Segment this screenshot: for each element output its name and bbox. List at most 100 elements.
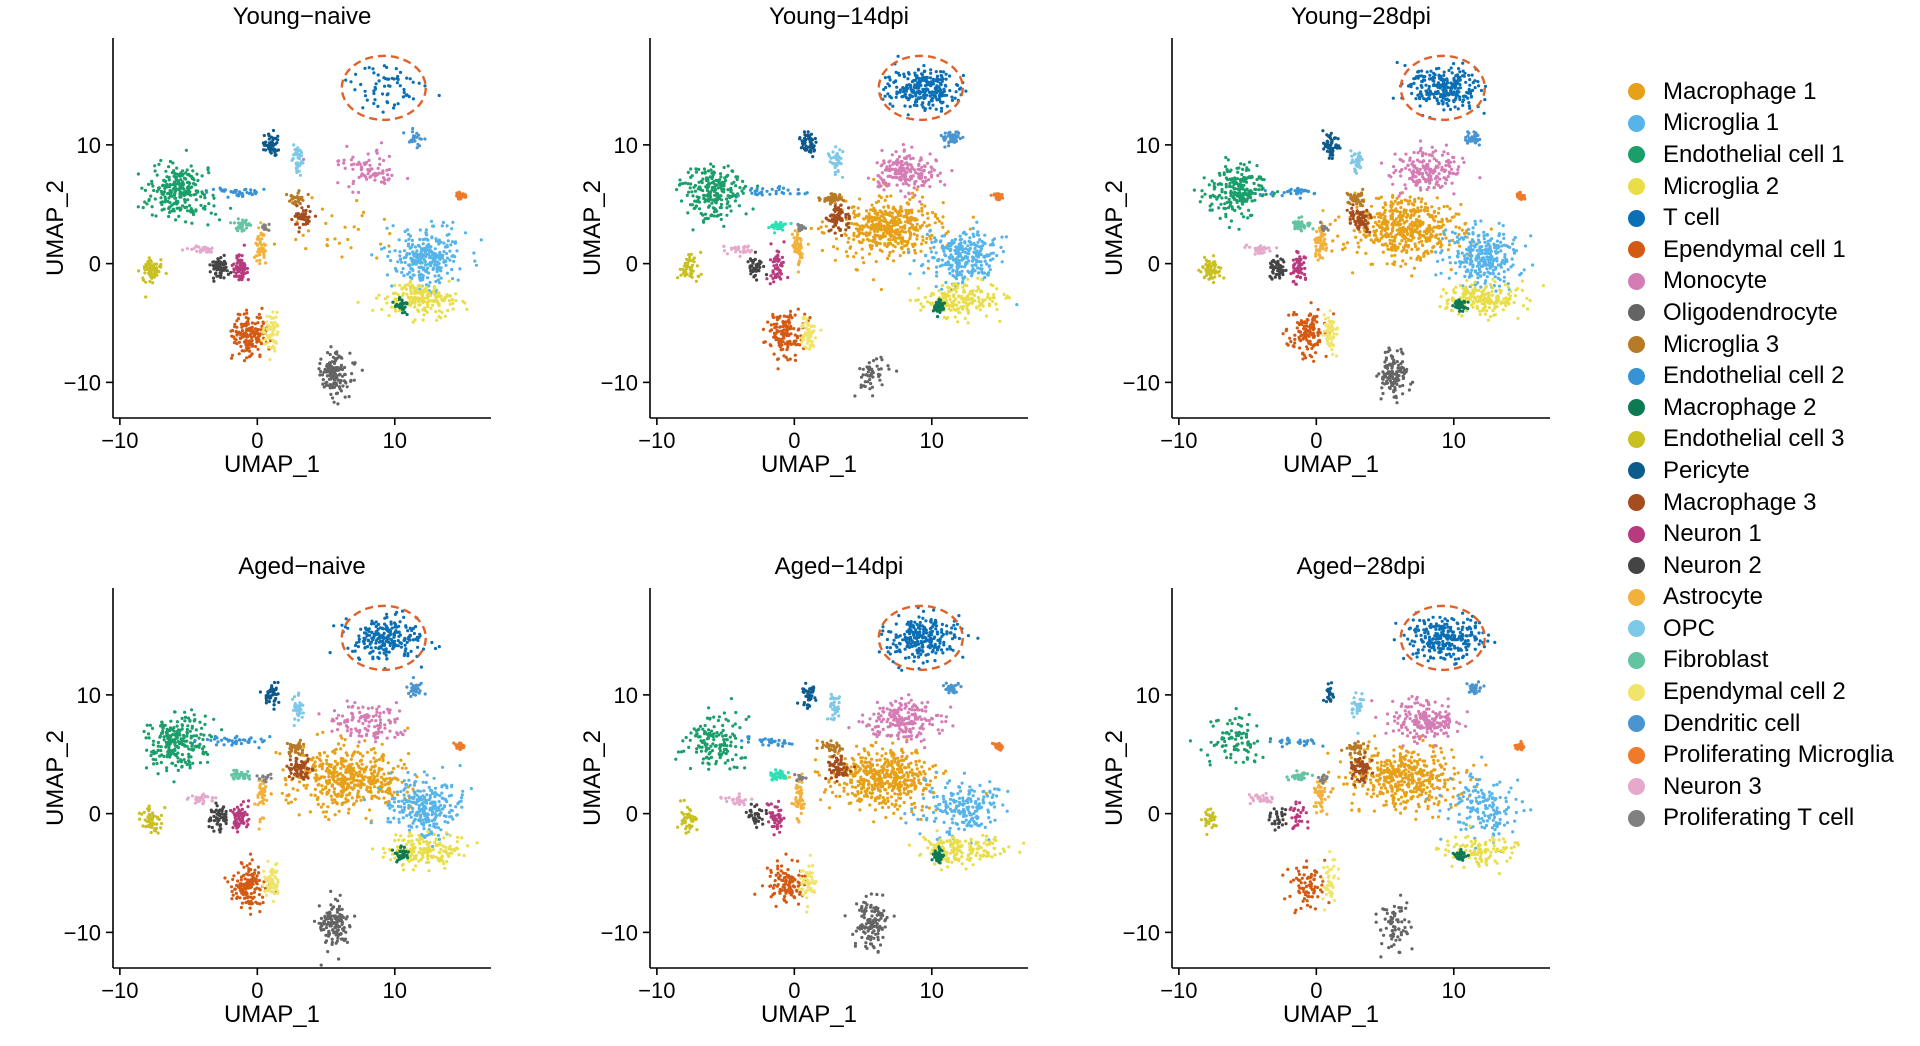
cluster-points <box>260 310 280 362</box>
cell-point <box>847 206 851 210</box>
cell-point <box>425 233 429 237</box>
cell-point <box>702 220 706 224</box>
cell-point <box>297 162 301 166</box>
cell-point <box>919 249 923 253</box>
cell-point <box>419 284 423 288</box>
cell-point <box>440 310 444 314</box>
cell-point <box>396 260 400 264</box>
cell-point <box>853 394 857 398</box>
cell-point <box>182 176 187 180</box>
cell-point <box>699 250 703 254</box>
cell-point <box>390 305 394 309</box>
cell-point <box>240 223 244 227</box>
cell-point <box>243 188 247 192</box>
cell-point <box>950 239 954 243</box>
cell-point <box>387 244 391 248</box>
cell-point <box>960 244 964 248</box>
cell-point <box>418 228 422 232</box>
cell-point <box>792 327 796 331</box>
cell-point <box>929 237 933 241</box>
cell-point <box>343 395 347 399</box>
cell-point <box>144 280 148 284</box>
cell-point <box>273 349 277 353</box>
y-tick-label: 0 <box>626 252 638 277</box>
cell-point <box>1417 240 1421 244</box>
cell-point <box>834 194 838 198</box>
cell-point <box>844 228 848 232</box>
cell-point <box>951 269 955 273</box>
cell-point <box>463 301 467 305</box>
cell-point <box>1442 205 1446 209</box>
cell-point <box>433 260 437 264</box>
cell-point <box>263 342 267 346</box>
cell-point <box>806 341 810 345</box>
cell-point <box>948 286 952 290</box>
cell-point <box>889 194 893 198</box>
cell-point <box>386 178 390 182</box>
cell-point <box>902 214 906 218</box>
cell-point <box>376 166 380 170</box>
cell-point <box>219 260 223 264</box>
cell-point <box>261 320 265 324</box>
cell-points <box>675 54 1019 398</box>
cell-point <box>372 101 376 106</box>
cell-point <box>1435 196 1439 200</box>
cell-point <box>313 214 318 218</box>
cell-point <box>397 304 401 309</box>
cell-point <box>941 225 945 229</box>
cell-point <box>713 182 717 186</box>
cell-point <box>771 276 775 280</box>
cell-point <box>975 232 979 237</box>
cell-point <box>827 218 831 222</box>
cell-point <box>923 295 927 299</box>
cell-point <box>711 198 715 202</box>
cell-point <box>1381 222 1385 226</box>
cell-point <box>1430 215 1434 219</box>
cell-point <box>414 262 418 266</box>
cell-point <box>891 259 896 263</box>
cell-point <box>758 259 762 263</box>
cell-point <box>343 365 347 370</box>
cell-point <box>327 366 332 370</box>
cell-point <box>960 269 964 273</box>
cell-point <box>340 255 344 259</box>
cell-point <box>272 242 277 246</box>
cell-point <box>216 257 220 261</box>
cell-point <box>861 238 865 242</box>
cell-point <box>844 233 848 237</box>
cell-point <box>899 159 903 163</box>
cell-point <box>409 279 413 283</box>
cell-point <box>980 278 984 282</box>
cell-point <box>965 284 969 288</box>
cell-point <box>699 272 703 276</box>
cell-point <box>250 352 254 356</box>
cell-point <box>222 268 226 272</box>
cell-point <box>433 247 437 251</box>
cell-point <box>463 231 468 235</box>
cell-point <box>1359 238 1363 242</box>
cell-point <box>212 260 216 264</box>
cell-point <box>1448 219 1452 223</box>
cell-point <box>894 236 898 240</box>
cell-point <box>913 71 917 75</box>
cell-point <box>961 250 965 254</box>
cell-point <box>351 190 355 194</box>
cell-point <box>439 294 443 298</box>
cell-point <box>434 237 438 241</box>
cell-point <box>856 214 860 218</box>
cell-point <box>860 247 864 251</box>
cell-point <box>1410 274 1414 278</box>
cell-point <box>421 242 425 246</box>
cell-point <box>405 76 409 80</box>
cell-point <box>440 256 444 260</box>
cell-point <box>174 196 178 200</box>
cell-point <box>275 323 279 327</box>
cell-point <box>939 70 943 74</box>
cell-point <box>999 245 1003 249</box>
cell-point <box>953 258 957 262</box>
cell-point <box>1501 224 1505 228</box>
cell-point <box>864 373 869 377</box>
cell-point <box>1385 244 1389 248</box>
cell-point <box>359 168 363 172</box>
cell-point <box>709 214 713 218</box>
